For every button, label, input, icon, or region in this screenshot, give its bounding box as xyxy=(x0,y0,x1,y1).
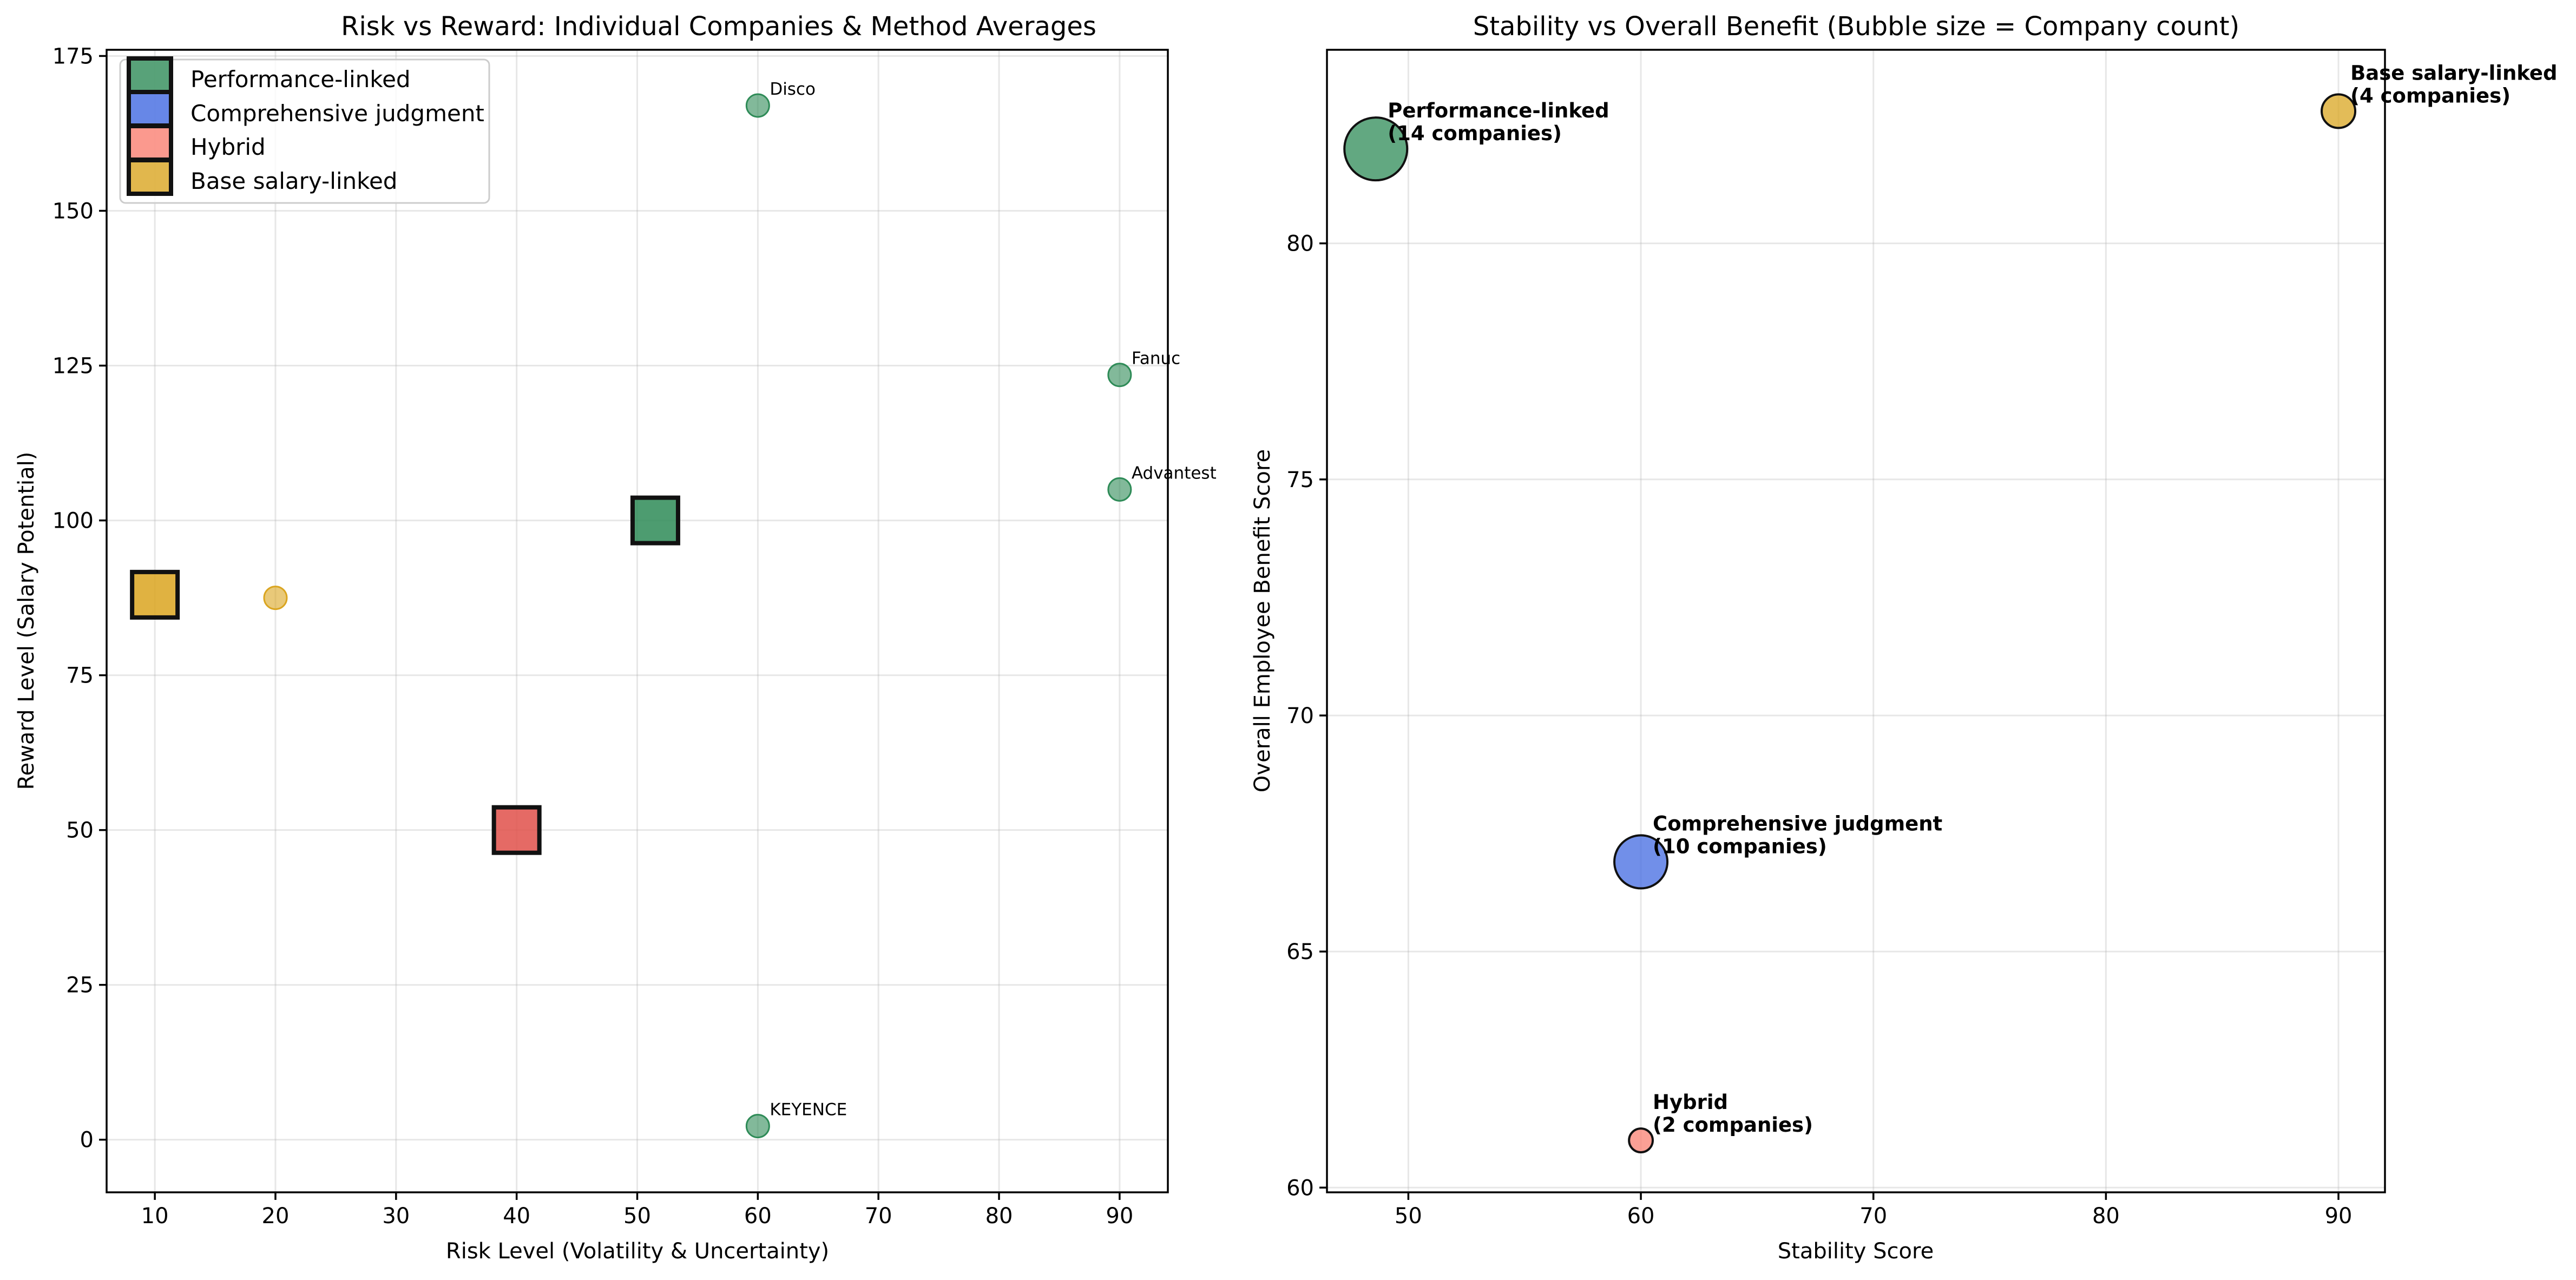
chart1-legend: Performance-linked Comprehensive judgmen… xyxy=(119,56,490,204)
bubble-label: Comprehensive judgment (10 companies) xyxy=(1653,812,1942,858)
bubble-label-line1: Base salary-linked xyxy=(2350,61,2557,84)
legend-entry-hybrid: Hybrid xyxy=(127,124,266,162)
legend-label: Comprehensive judgment xyxy=(190,100,484,127)
chart1-y-tick-label: 125 xyxy=(52,354,94,379)
chart1-y-tick-label: 175 xyxy=(52,44,94,69)
chart1-y-tick-label: 75 xyxy=(66,664,94,688)
legend-entry-base-salary-linked: Base salary-linked xyxy=(127,158,397,196)
company-point xyxy=(1107,363,1132,388)
legend-swatch xyxy=(127,56,173,94)
company-label: Fanuc xyxy=(1132,349,1180,369)
method-bubble xyxy=(1613,834,1669,890)
chart1-y-tick-label: 25 xyxy=(66,973,94,998)
method-average-marker xyxy=(630,495,680,546)
company-point xyxy=(745,93,770,118)
chart1-y-tick-label: 150 xyxy=(52,199,94,224)
chart2-axes-frame xyxy=(1326,49,2386,1193)
chart1-y-tick-label: 100 xyxy=(52,509,94,534)
chart2-y-axis-label: Overall Employee Benefit Score xyxy=(1250,449,1275,792)
legend-label: Performance-linked xyxy=(190,66,411,93)
chart1-x-tick-label: 90 xyxy=(1106,1204,1133,1229)
legend-swatch xyxy=(127,158,173,196)
chart2-y-tick-label: 75 xyxy=(1286,468,1314,493)
company-point xyxy=(1107,477,1132,502)
chart1-y-axis-label: Reward Level (Salary Potential) xyxy=(14,452,39,790)
chart1-x-tick-label: 50 xyxy=(623,1204,651,1229)
chart1-x-tick-label: 80 xyxy=(985,1204,1013,1229)
method-bubble xyxy=(1628,1127,1654,1153)
chart1-points: Disco Fanuc Advantest KEYENCE xyxy=(130,80,1217,1139)
bubble-label-line1: Hybrid xyxy=(1653,1091,1728,1114)
chart2-x-tick-label: 60 xyxy=(1627,1204,1655,1229)
legend-entry-comprehensive-judgment: Comprehensive judgment xyxy=(127,90,484,128)
chart2-y-tick-label: 60 xyxy=(1286,1176,1314,1200)
legend-entry-performance-linked: Performance-linked xyxy=(127,56,411,94)
legend-label: Base salary-linked xyxy=(190,168,397,194)
bubble-label: Performance-linked (14 companies) xyxy=(1388,99,1609,145)
chart1-x-tick-label: 60 xyxy=(744,1204,772,1229)
company-label: KEYENCE xyxy=(770,1100,847,1120)
chart2-grid xyxy=(1327,50,2385,1192)
chart2-x-axis-label: Stability Score xyxy=(1778,1239,1934,1264)
chart2-title: Stability vs Overall Benefit (Bubble siz… xyxy=(1473,11,2240,42)
method-bubble xyxy=(2321,93,2357,129)
legend-label: Hybrid xyxy=(190,134,266,160)
bubble-label: Hybrid (2 companies) xyxy=(1653,1091,1813,1137)
chart1-x-tick-label: 20 xyxy=(262,1204,290,1229)
bubble-label-line1: Performance-linked xyxy=(1388,99,1609,122)
bubble-label-line2: (4 companies) xyxy=(2350,84,2511,107)
risk-reward-chart: Risk vs Reward: Individual Companies & M… xyxy=(14,11,1217,1264)
chart2-x-tick-label: 70 xyxy=(1859,1204,1887,1229)
chart2-bubbles: Performance-linked (14 companies) Comprehe… xyxy=(1343,61,2558,1153)
stability-benefit-chart: Stability vs Overall Benefit (Bubble siz… xyxy=(1250,11,2558,1264)
bubble-label-line2: (14 companies) xyxy=(1388,122,1562,145)
chart1-ticks: 10 20 30 40 50 60 70 80 90 0 25 50 75 100 125 150 175 xyxy=(52,44,1134,1229)
chart2-x-tick-label: 50 xyxy=(1395,1204,1422,1229)
legend-swatch xyxy=(127,90,173,128)
chart1-x-tick-label: 40 xyxy=(503,1204,530,1229)
chart1-y-tick-label: 0 xyxy=(80,1128,94,1153)
chart2-x-tick-label: 80 xyxy=(2092,1204,2120,1229)
legend-swatch xyxy=(127,124,173,162)
legend-frame xyxy=(119,58,490,204)
bubble-label: Base salary-linked (4 companies) xyxy=(2350,61,2557,107)
chart1-x-axis-label: Risk Level (Volatility & Uncertainty) xyxy=(446,1239,829,1264)
company-point xyxy=(263,586,288,611)
bubble-label-line2: (2 companies) xyxy=(1653,1113,1813,1137)
chart1-x-tick-label: 10 xyxy=(141,1204,169,1229)
chart2-y-tick-label: 65 xyxy=(1286,940,1314,964)
chart1-y-tick-label: 50 xyxy=(66,818,94,843)
chart2-y-tick-label: 80 xyxy=(1286,232,1314,257)
bubble-label-line2: (10 companies) xyxy=(1653,835,1827,858)
chart1-x-tick-label: 30 xyxy=(382,1204,410,1229)
chart1-x-tick-label: 70 xyxy=(865,1204,892,1229)
chart1-grid xyxy=(107,50,1168,1192)
method-bubble xyxy=(1343,116,1409,182)
chart2-x-tick-label: 90 xyxy=(2325,1204,2352,1229)
company-point xyxy=(745,1114,770,1139)
company-label: Disco xyxy=(770,80,816,99)
chart1-axes-frame xyxy=(106,49,1169,1193)
chart2-y-tick-label: 70 xyxy=(1286,704,1314,728)
bubble-label-line1: Comprehensive judgment xyxy=(1653,812,1942,835)
chart2-ticks: 50 60 70 80 90 60 65 70 75 80 xyxy=(1286,232,2352,1229)
company-label: Advantest xyxy=(1132,463,1217,483)
method-average-marker xyxy=(130,569,180,620)
chart1-title: Risk vs Reward: Individual Companies & M… xyxy=(341,11,1096,42)
method-average-marker xyxy=(491,805,542,855)
